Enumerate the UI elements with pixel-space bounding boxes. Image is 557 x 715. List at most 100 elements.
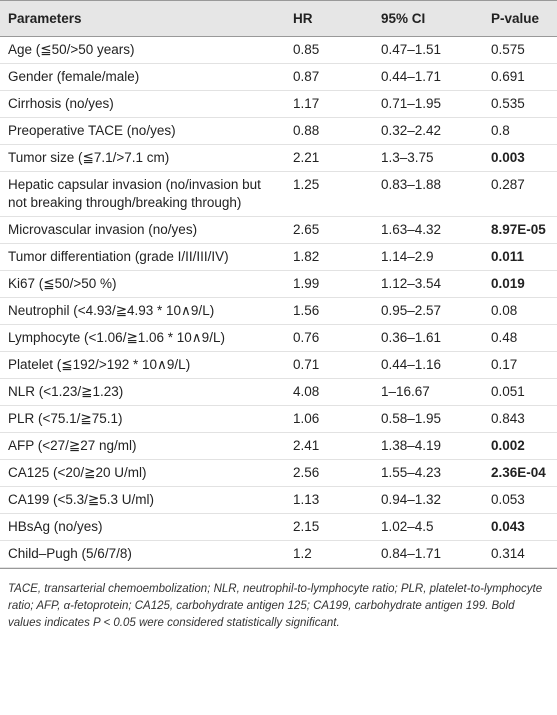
table-cell: Child–Pugh (5/6/7/8): [0, 540, 285, 568]
table-cell: 1.38–4.19: [373, 432, 483, 460]
table-cell: Gender (female/male): [0, 63, 285, 91]
table-row: Cirrhosis (no/yes) 1.17 0.71–1.95 0.535: [0, 90, 557, 118]
header-cell: 95% CI: [373, 0, 483, 37]
table-cell: 1.55–4.23: [373, 459, 483, 487]
table-cell: 0.83–1.88: [373, 171, 483, 217]
table-cell: 1.06: [285, 405, 373, 433]
table-cell: 0.71: [285, 351, 373, 379]
header-cell: P-value: [483, 0, 557, 37]
table-row: HBsAg (no/yes) 2.15 1.02–4.5 0.043: [0, 513, 557, 541]
table-cell: 0.019: [483, 270, 557, 298]
table-cell: Preoperative TACE (no/yes): [0, 117, 285, 145]
table-row: Age (≦50/>50 years) 0.85 0.47–1.51 0.575: [0, 36, 557, 64]
table-cell: 0.8: [483, 117, 557, 145]
table-cell: 0.314: [483, 540, 557, 568]
table-cell: 0.32–2.42: [373, 117, 483, 145]
table-cell: 2.36E-04: [483, 459, 557, 487]
table-cell: 0.043: [483, 513, 557, 541]
table-cell: NLR (<1.23/≧1.23): [0, 378, 285, 406]
table-cell: 1.63–4.32: [373, 216, 483, 244]
header-row: Parameters HR 95% CI P-value: [0, 0, 557, 37]
table-cell: 1.82: [285, 243, 373, 271]
table-cell: 0.76: [285, 324, 373, 352]
header-cell: Parameters: [0, 0, 285, 37]
table-cell: 0.48: [483, 324, 557, 352]
table-cell: Microvascular invasion (no/yes): [0, 216, 285, 244]
table-cell: 0.58–1.95: [373, 405, 483, 433]
results-table: Parameters HR 95% CI P-value Age (≦50/>50 y…: [0, 0, 557, 568]
table-cell: Platelet (≦192/>192 * 10∧9/L): [0, 351, 285, 379]
table-row: CA199 (<5.3/≧5.3 U/ml) 1.13 0.94–1.32 0.053: [0, 486, 557, 514]
table-cell: 0.535: [483, 90, 557, 118]
table-cell: 2.65: [285, 216, 373, 244]
table-cell: 4.08: [285, 378, 373, 406]
table-cell: 0.287: [483, 171, 557, 217]
table-cell: 1.99: [285, 270, 373, 298]
table-cell: Tumor size (≦7.1/>7.1 cm): [0, 144, 285, 172]
table-cell: 0.08: [483, 297, 557, 325]
table-cell: 0.051: [483, 378, 557, 406]
table-row: Tumor differentiation (grade I/II/III/IV…: [0, 243, 557, 271]
table-cell: 1.2: [285, 540, 373, 568]
table-row: CA125 (<20/≧20 U/ml) 2.56 1.55–4.23 2.36E-0…: [0, 459, 557, 487]
table-cell: 2.56: [285, 459, 373, 487]
table-cell: 0.87: [285, 63, 373, 91]
table-row: Tumor size (≦7.1/>7.1 cm) 2.21 1.3–3.75 0.0…: [0, 144, 557, 172]
table-row: Child–Pugh (5/6/7/8) 1.2 0.84–1.71 0.314: [0, 540, 557, 568]
table-cell: 1.12–3.54: [373, 270, 483, 298]
table-row: Lymphocyte (<1.06/≧1.06 * 10∧9/L) 0.76 0.3…: [0, 324, 557, 352]
table-cell: Cirrhosis (no/yes): [0, 90, 285, 118]
table-row: AFP (<27/≧27 ng/ml) 2.41 1.38–4.19 0.002: [0, 432, 557, 460]
table-cell: 0.95–2.57: [373, 297, 483, 325]
table-cell: 1.13: [285, 486, 373, 514]
footnote: TACE, transarterial chemoembolization; N…: [0, 568, 557, 632]
table-cell: 0.85: [285, 36, 373, 64]
table-cell: CA125 (<20/≧20 U/ml): [0, 459, 285, 487]
table-cell: Lymphocyte (<1.06/≧1.06 * 10∧9/L): [0, 324, 285, 352]
table-row: Ki67 (≦50/>50 %) 1.99 1.12–3.54 0.019: [0, 270, 557, 298]
table-cell: 1.56: [285, 297, 373, 325]
table-cell: 0.843: [483, 405, 557, 433]
table-cell: AFP (<27/≧27 ng/ml): [0, 432, 285, 460]
table-cell: PLR (<75.1/≧75.1): [0, 405, 285, 433]
table-row: Gender (female/male) 0.87 0.44–1.71 0.691: [0, 63, 557, 91]
table-cell: 0.002: [483, 432, 557, 460]
table-cell: 0.575: [483, 36, 557, 64]
table-cell: 1.02–4.5: [373, 513, 483, 541]
table-cell: 0.053: [483, 486, 557, 514]
table-cell: 1–16.67: [373, 378, 483, 406]
table-cell: 2.15: [285, 513, 373, 541]
table-cell: Ki67 (≦50/>50 %): [0, 270, 285, 298]
table-cell: HBsAg (no/yes): [0, 513, 285, 541]
table-row: Neutrophil (<4.93/≧4.93 * 10∧9/L) 1.56 0.9…: [0, 297, 557, 325]
table-body: Age (≦50/>50 years) 0.85 0.47–1.51 0.575 Gen…: [0, 36, 557, 568]
table-cell: 0.44–1.16: [373, 351, 483, 379]
table-row: Preoperative TACE (no/yes) 0.88 0.32–2.42 0…: [0, 117, 557, 145]
table-cell: Tumor differentiation (grade I/II/III/IV…: [0, 243, 285, 271]
table-cell: 2.41: [285, 432, 373, 460]
table-cell: Age (≦50/>50 years): [0, 36, 285, 64]
table-cell: 1.17: [285, 90, 373, 118]
table-cell: Hepatic capsular invasion (no/invasion b…: [0, 171, 285, 217]
header-cell: HR: [285, 0, 373, 37]
table-cell: 0.47–1.51: [373, 36, 483, 64]
table-row: PLR (<75.1/≧75.1) 1.06 0.58–1.95 0.843: [0, 405, 557, 433]
table-cell: 0.94–1.32: [373, 486, 483, 514]
table-cell: 0.88: [285, 117, 373, 145]
table-cell: 0.17: [483, 351, 557, 379]
table-row: Platelet (≦192/>192 * 10∧9/L) 0.71 0.44–1.…: [0, 351, 557, 379]
table-cell: 0.71–1.95: [373, 90, 483, 118]
table-row: NLR (<1.23/≧1.23) 4.08 1–16.67 0.051: [0, 378, 557, 406]
table-cell: 0.011: [483, 243, 557, 271]
table-cell: 0.84–1.71: [373, 540, 483, 568]
table-cell: 1.14–2.9: [373, 243, 483, 271]
table-row: Microvascular invasion (no/yes) 2.65 1.63–…: [0, 216, 557, 244]
table-cell: 0.44–1.71: [373, 63, 483, 91]
table-cell: 0.691: [483, 63, 557, 91]
table-cell: 1.25: [285, 171, 373, 217]
table-row: Hepatic capsular invasion (no/invasion b…: [0, 171, 557, 217]
table-cell: 0.36–1.61: [373, 324, 483, 352]
table-cell: 2.21: [285, 144, 373, 172]
table-cell: CA199 (<5.3/≧5.3 U/ml): [0, 486, 285, 514]
